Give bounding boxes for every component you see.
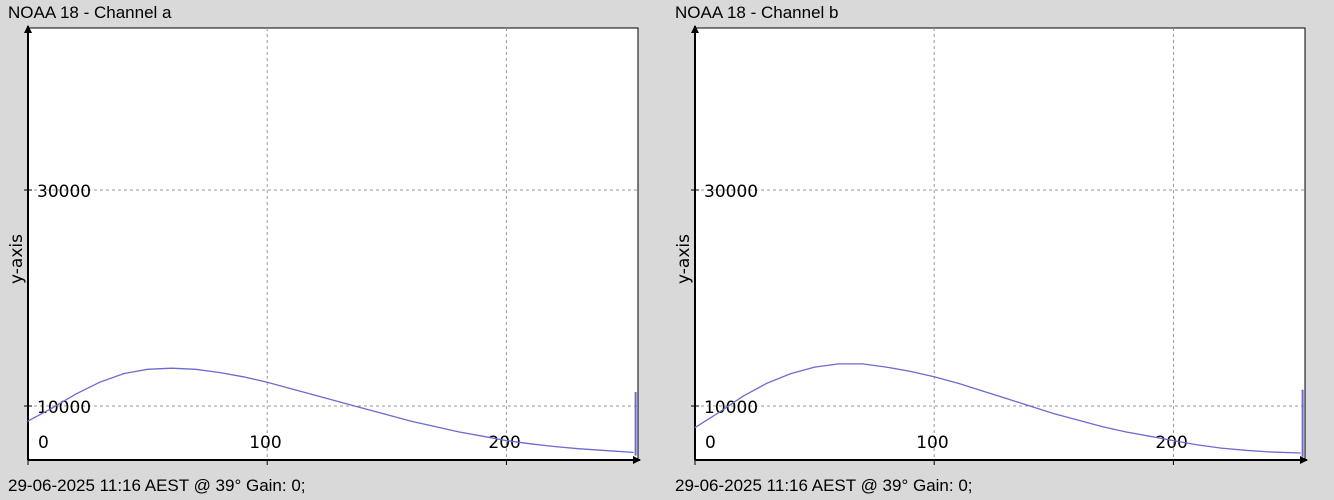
x-tick-label: 0 [38, 433, 49, 453]
chart-footer: 29-06-2025 11:16 AEST @ 39° Gain: 0; [675, 476, 973, 495]
data-point [410, 420, 412, 422]
chart-title: NOAA 18 - Channel a [8, 3, 172, 22]
data-point [933, 376, 935, 378]
data-point [577, 448, 579, 450]
data-point [1268, 451, 1270, 453]
data-point [790, 373, 792, 375]
data-point [1244, 449, 1246, 451]
data-point [981, 390, 983, 392]
data-point [1053, 412, 1055, 415]
plot-area [694, 27, 1306, 461]
plot-svg-a: 0 100 200 10000 30000 y-axis [7, 25, 641, 465]
data-point [194, 368, 197, 370]
data-point [885, 366, 887, 368]
data-point [242, 376, 244, 378]
data-point [147, 368, 149, 370]
data-point [99, 381, 101, 383]
data-point [290, 388, 292, 390]
data-point [814, 366, 816, 368]
data-point [837, 363, 840, 365]
x-axis-arrow [633, 456, 641, 464]
data-point [1148, 435, 1151, 437]
y-axis-label: y-axis [7, 234, 27, 284]
data-point [170, 367, 173, 369]
data-point [742, 395, 744, 397]
data-point [434, 425, 436, 428]
data-point [529, 443, 531, 445]
series-line [694, 363, 1301, 454]
data-point [1005, 397, 1007, 400]
x-tick-label: 100 [249, 433, 281, 453]
data-point [601, 449, 603, 451]
data-point [553, 445, 555, 448]
x-axis-arrow [1300, 456, 1308, 464]
y-tick-label: 30000 [704, 182, 758, 202]
data-point [51, 407, 53, 409]
data-point [1101, 425, 1103, 428]
data-point [1124, 431, 1127, 433]
y-tick-label: 30000 [37, 182, 91, 202]
data-point [1196, 444, 1198, 446]
plot-area [27, 27, 639, 461]
y-axis-label: y-axis [674, 234, 694, 284]
y-axis-arrow [691, 25, 699, 33]
data-point [1299, 452, 1301, 454]
data-point [481, 435, 484, 437]
data-point [766, 382, 768, 384]
data-point [362, 407, 364, 409]
x-tick-label: 100 [916, 433, 948, 453]
data-point [909, 370, 911, 373]
chart-panel-a: NOAA 18 - Channel a 0 100 200 10000 30000 y-a… [7, 3, 641, 495]
data-point [957, 382, 959, 384]
y-tick-label: 10000 [37, 398, 91, 418]
chart-title: NOAA 18 - Channel b [675, 3, 839, 22]
data-point [314, 394, 316, 396]
data-point [1220, 447, 1222, 449]
x-tick-label: 0 [705, 433, 716, 453]
data-point [632, 451, 634, 454]
data-point [75, 393, 77, 395]
series-line [27, 367, 634, 454]
x-tick-label: 200 [488, 433, 520, 453]
data-point [694, 427, 696, 429]
data-point [457, 431, 460, 433]
data-point [718, 411, 720, 414]
data-point [1172, 439, 1175, 442]
data-point [386, 414, 388, 416]
x-tick-label: 200 [1155, 433, 1187, 453]
data-point [218, 371, 220, 374]
data-point [266, 381, 268, 383]
y-axis-arrow [24, 25, 32, 33]
y-tick-label: 10000 [704, 398, 758, 418]
chart-footer: 29-06-2025 11:16 AEST @ 39° Gain: 0; [8, 476, 306, 495]
data-point [338, 401, 340, 403]
data-point [1077, 419, 1079, 421]
data-point [27, 420, 29, 422]
chart-panel-b: NOAA 18 - Channel b 0 100 200 10000 30000 y-a… [667, 0, 1334, 500]
data-point [505, 439, 508, 442]
data-point [123, 373, 125, 375]
plot-svg-b: 0 100 200 10000 30000 y-axis [674, 25, 1308, 465]
data-point [1029, 405, 1031, 407]
data-point [861, 363, 864, 365]
